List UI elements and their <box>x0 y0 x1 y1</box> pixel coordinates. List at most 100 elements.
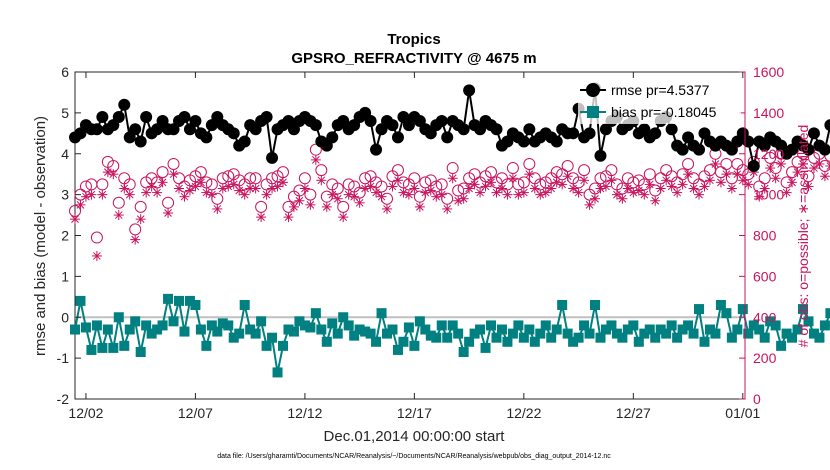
bias-point <box>568 336 579 347</box>
obs-assimilated-point <box>480 181 491 192</box>
rmse-point <box>364 115 377 128</box>
left-y-tick-label: 0 <box>61 309 69 325</box>
obs-assimilated-point <box>814 158 825 169</box>
bias-point <box>715 299 726 310</box>
obs-assimilated-point <box>174 183 185 194</box>
obs-assimilated-point <box>524 169 535 180</box>
bias-point <box>721 308 732 319</box>
x-tick-label: 12/27 <box>616 405 651 421</box>
obs-assimilated-point <box>316 175 327 186</box>
bias-point <box>748 320 759 331</box>
bias-point <box>584 328 595 339</box>
obs-assimilated-point <box>91 250 102 261</box>
obs-assimilated-point <box>562 171 573 182</box>
obs-assimilated-point <box>650 195 661 206</box>
obs-assimilated-point <box>130 234 141 245</box>
rmse-point <box>649 127 662 140</box>
bias-point <box>436 320 447 331</box>
obs-assimilated-point <box>655 183 666 194</box>
rmse-point <box>463 84 476 97</box>
x-tick-label: 12/02 <box>68 405 103 421</box>
obs-assimilated-point <box>70 214 80 225</box>
legend-rmse-marker <box>586 83 600 97</box>
bias-point <box>710 328 721 339</box>
bias-point <box>600 324 611 335</box>
right-y-tick-label: 1000 <box>753 187 784 203</box>
bias-point <box>655 324 666 335</box>
bias-point <box>371 336 382 347</box>
bias-point <box>283 324 294 335</box>
bias-point <box>622 324 633 335</box>
bias-point <box>551 324 562 335</box>
bias-point <box>261 340 272 351</box>
obs-assimilated-point <box>436 189 447 200</box>
obs-assimilated-point <box>354 197 365 208</box>
obs-assimilated-point <box>414 201 425 212</box>
bias-point <box>163 293 174 304</box>
obs-assimilated-point <box>135 214 146 225</box>
bias-point <box>75 295 86 306</box>
bias-point <box>486 320 497 331</box>
obs-assimilated-point <box>245 183 256 194</box>
bias-point <box>644 324 655 335</box>
bias-point <box>201 340 212 351</box>
obs-assimilated-point <box>803 181 814 192</box>
chart-title: Tropics <box>387 31 440 48</box>
obs-assimilated-point <box>338 212 349 223</box>
bias-point <box>688 328 699 339</box>
obs-assimilated-point <box>228 179 239 190</box>
left-y-tick-label: 6 <box>61 64 69 80</box>
obs-assimilated-point <box>299 183 310 194</box>
bias-point <box>332 328 343 339</box>
obs-assimilated-point <box>557 179 568 190</box>
footnote: data file: /Users/gharamti/Documents/NCA… <box>217 453 611 460</box>
bias-point <box>288 326 299 337</box>
bias-point <box>737 304 748 315</box>
rmse-point <box>665 123 678 136</box>
obs-assimilated-point <box>568 183 579 194</box>
obs-assimilated-point <box>677 179 688 190</box>
obs-assimilated-point <box>759 183 770 194</box>
x-axis-label: Dec.01,2014 00:00:00 start <box>324 428 506 445</box>
obs-assimilated-point <box>321 201 332 212</box>
bias-point <box>305 322 316 333</box>
bias-point <box>365 328 376 339</box>
bias-point <box>217 318 228 329</box>
bias-point <box>338 312 349 323</box>
bias-point <box>228 332 239 343</box>
rmse-point <box>140 110 153 123</box>
bias-point <box>819 320 830 331</box>
obs-assimilated-point <box>250 183 261 194</box>
bias-point <box>119 340 130 351</box>
bias-point <box>814 332 825 343</box>
rmse-point <box>818 143 830 156</box>
obs-assimilated-point <box>798 158 809 169</box>
bias-point <box>403 322 414 333</box>
bias-point <box>453 328 464 339</box>
obs-assimilated-point <box>737 175 748 186</box>
rmse-point <box>594 149 607 162</box>
bias-point <box>787 332 798 343</box>
obs-assimilated-point <box>206 189 217 200</box>
rmse-point <box>238 135 251 148</box>
bias-point <box>239 299 250 310</box>
bias-point <box>557 299 568 310</box>
obs-possible-point <box>824 149 830 162</box>
bias-point <box>321 336 332 347</box>
obs-assimilated-point <box>212 203 223 214</box>
bias-point <box>97 342 108 353</box>
bias-point <box>70 324 80 335</box>
bias-point <box>606 320 617 331</box>
bias-point <box>174 295 185 306</box>
obs-assimilated-point <box>141 187 152 198</box>
bias-point <box>694 304 705 315</box>
bias-point <box>349 330 360 341</box>
obs-assimilated-point <box>447 173 458 184</box>
obs-assimilated-point <box>672 187 683 198</box>
bias-point <box>562 328 573 339</box>
rmse-point <box>134 135 147 148</box>
obs-assimilated-point <box>458 193 469 204</box>
bias-point <box>398 336 409 347</box>
bias-point <box>278 340 289 351</box>
bias-point <box>524 324 535 335</box>
